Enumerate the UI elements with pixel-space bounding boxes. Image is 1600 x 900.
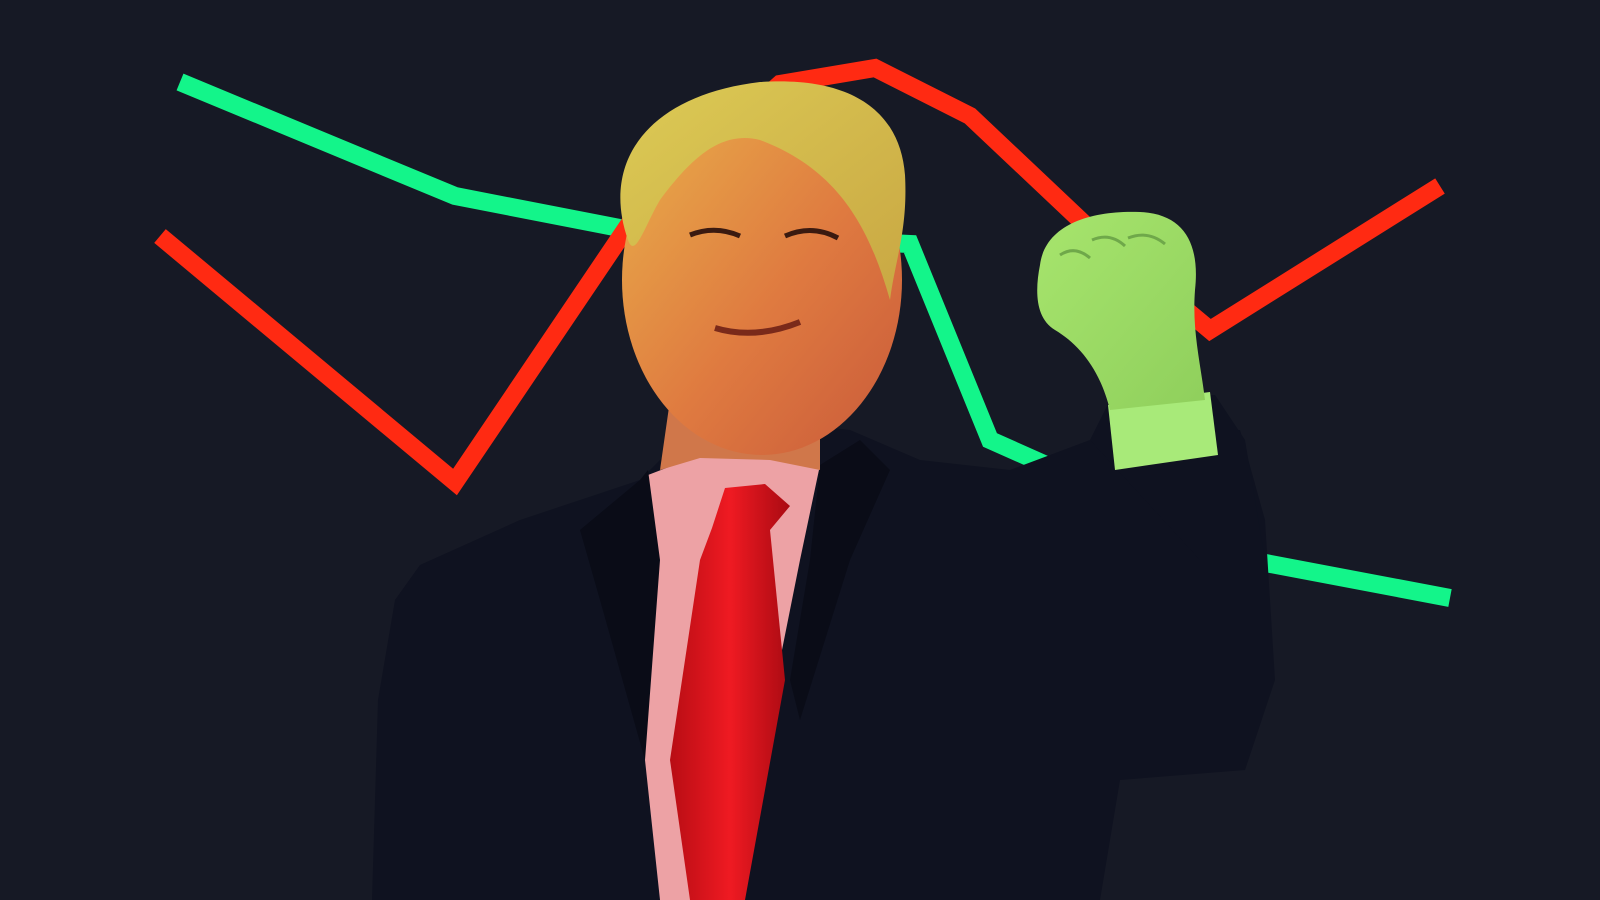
person-figure [372, 81, 1275, 900]
raised-fist [1037, 211, 1205, 410]
hair [620, 81, 906, 300]
necktie [670, 484, 790, 900]
shirt-cuff [1108, 392, 1218, 470]
mouth [714, 319, 802, 336]
right-eye [783, 228, 840, 241]
right-lapel [790, 440, 890, 720]
face [622, 105, 902, 455]
left-lapel [580, 470, 660, 760]
finger-lines [1059, 233, 1166, 260]
left-eye [689, 227, 742, 239]
